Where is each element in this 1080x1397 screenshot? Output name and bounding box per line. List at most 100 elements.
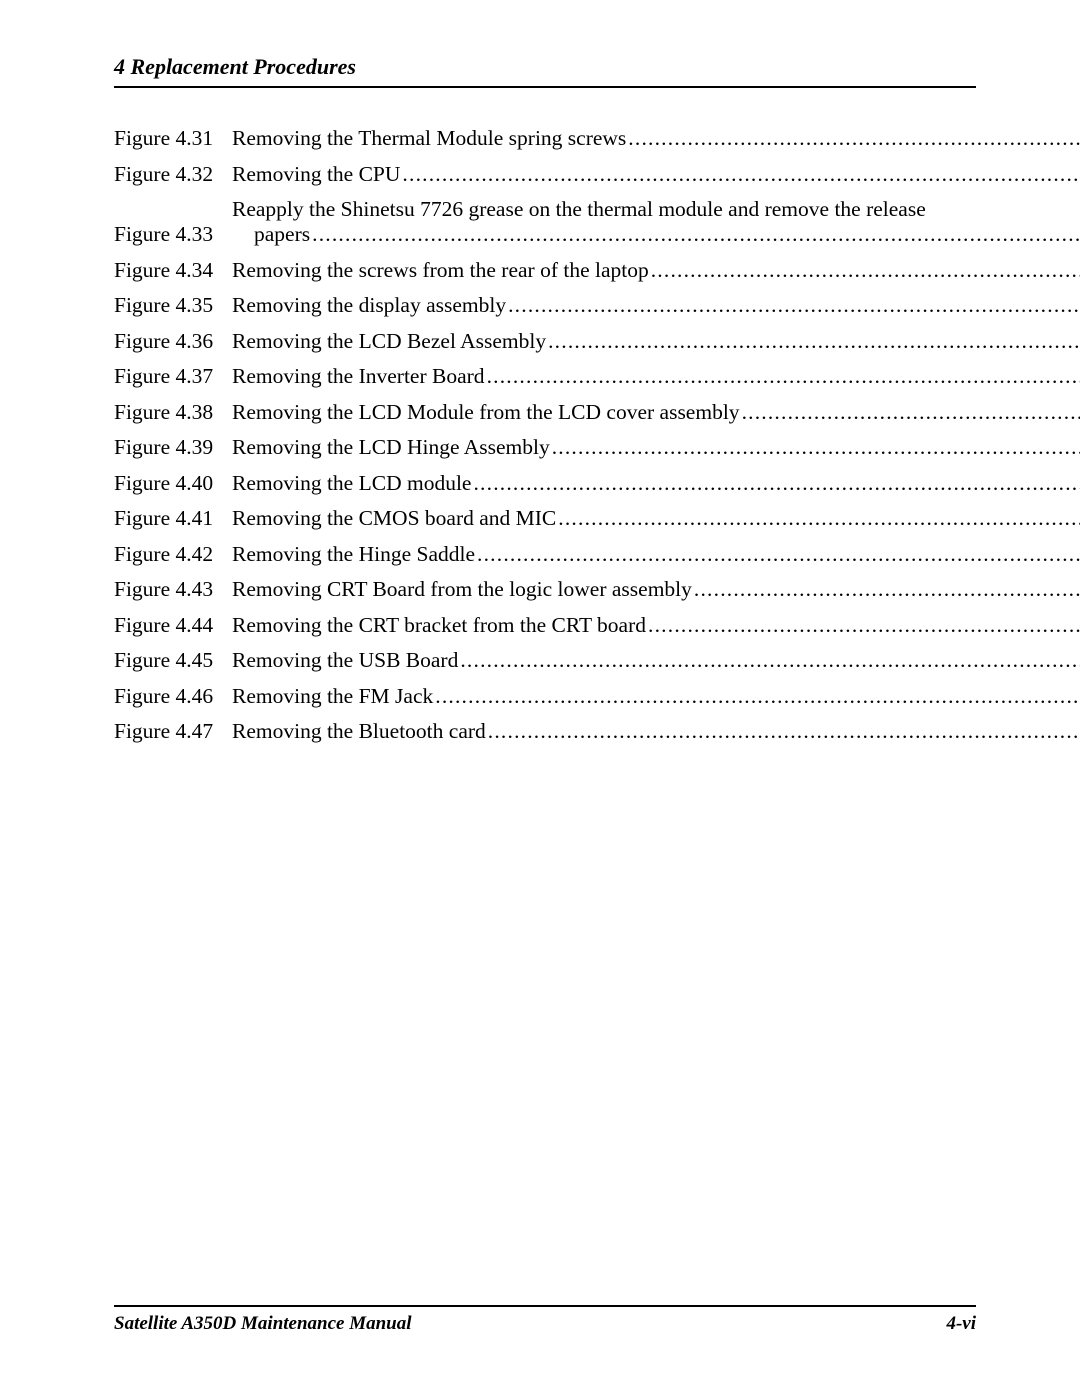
figure-desc-wrap: Removing the LCD Bezel Assembly.........… — [232, 329, 1080, 354]
figure-label: Figure 4.47 — [114, 719, 232, 744]
leader-dots: ........................................… — [506, 293, 1080, 318]
figure-leader-line: Removing the screws from the rear of the… — [232, 258, 1080, 283]
figure-desc-line1: Reapply the Shinetsu 7726 grease on the … — [232, 197, 1080, 222]
figure-entry: Figure 4.46Removing the FM Jack.........… — [114, 684, 976, 709]
figure-desc-wrap: Removing the USB Board..................… — [232, 648, 1080, 673]
figure-entry: Figure 4.40Removing the LCD module......… — [114, 471, 976, 496]
leader-dots: ........................................… — [646, 613, 1080, 638]
leader-dots: ........................................… — [458, 648, 1080, 673]
figure-label: Figure 4.35 — [114, 293, 232, 318]
figure-entry: Figure 4.36Removing the LCD Bezel Assemb… — [114, 329, 976, 354]
figure-entry: Figure 4.41Removing the CMOS board and M… — [114, 506, 976, 531]
figure-leader-line: Removing the LCD Bezel Assembly.........… — [232, 329, 1080, 354]
figure-desc-wrap: Removing the CRT bracket from the CRT bo… — [232, 613, 1080, 638]
page-footer: Satellite A350D Maintenance Manual 4-vi — [114, 1305, 976, 1335]
leader-dots: ........................................… — [649, 258, 1080, 283]
chapter-title: 4 Replacement Procedures — [114, 54, 976, 80]
leader-dots: ........................................… — [310, 222, 1080, 247]
figure-entry: Figure 4.34Removing the screws from the … — [114, 258, 976, 283]
figure-desc: Removing the LCD Module from the LCD cov… — [232, 400, 740, 425]
figure-desc: Removing the LCD Bezel Assembly — [232, 329, 546, 354]
figure-entry: Figure 4.42Removing the Hinge Saddle....… — [114, 542, 976, 567]
figure-leader-line: Removing the LCD Module from the LCD cov… — [232, 400, 1080, 425]
figure-label: Figure 4.33 — [114, 222, 232, 247]
figure-desc-wrap: Removing the Thermal Module spring screw… — [232, 126, 1080, 151]
leader-dots: ........................................… — [433, 684, 1080, 709]
figure-desc-wrap: Removing the CPU........................… — [232, 162, 1080, 187]
leader-dots: ........................................… — [550, 435, 1080, 460]
figure-list: Figure 4.31Removing the Thermal Module s… — [114, 126, 976, 744]
figure-desc-wrap: Removing the Bluetooth card.............… — [232, 719, 1080, 744]
figure-leader-line: Removing the LCD module.................… — [232, 471, 1080, 496]
figure-desc: Removing the LCD Hinge Assembly — [232, 435, 550, 460]
figure-leader-line: Removing the Inverter Board.............… — [232, 364, 1080, 389]
figure-entry: Figure 4.39Removing the LCD Hinge Assemb… — [114, 435, 976, 460]
figure-label: Figure 4.38 — [114, 400, 232, 425]
leader-dots: ........................................… — [486, 719, 1080, 744]
figure-desc-wrap: Removing the LCD module.................… — [232, 471, 1080, 496]
figure-desc: Removing the Hinge Saddle — [232, 542, 475, 567]
figure-leader-line: Removing the display assembly...........… — [232, 293, 1080, 318]
figure-label: Figure 4.37 — [114, 364, 232, 389]
manual-title: Satellite A350D Maintenance Manual — [114, 1313, 412, 1335]
figure-label: Figure 4.46 — [114, 684, 232, 709]
page: 4 Replacement Procedures Figure 4.31Remo… — [0, 0, 1080, 744]
figure-leader-line: Removing the USB Board..................… — [232, 648, 1080, 673]
figure-label: Figure 4.41 — [114, 506, 232, 531]
figure-entry: Figure 4.37Removing the Inverter Board..… — [114, 364, 976, 389]
leader-dots: ........................................… — [485, 364, 1080, 389]
figure-leader-line: Removing the CRT bracket from the CRT bo… — [232, 613, 1080, 638]
figure-desc: Removing the screws from the rear of the… — [232, 258, 649, 283]
figure-desc-wrap: Removing the display assembly...........… — [232, 293, 1080, 318]
figure-label: Figure 4.45 — [114, 648, 232, 673]
leader-dots: ........................................… — [400, 162, 1080, 187]
figure-desc: Removing the USB Board — [232, 648, 458, 673]
figure-entry: Figure 4.33Reapply the Shinetsu 7726 gre… — [114, 197, 976, 247]
header-rule — [114, 86, 976, 88]
figure-desc: Removing the CRT bracket from the CRT bo… — [232, 613, 646, 638]
figure-desc-wrap: Removing the Hinge Saddle...............… — [232, 542, 1080, 567]
figure-leader-line: Removing the FM Jack....................… — [232, 684, 1080, 709]
figure-label: Figure 4.40 — [114, 471, 232, 496]
figure-desc: Removing CRT Board from the logic lower … — [232, 577, 692, 602]
figure-desc: Removing the LCD module — [232, 471, 471, 496]
figure-leader-line: Removing the Bluetooth card.............… — [232, 719, 1080, 744]
figure-leader-line: papers..................................… — [232, 222, 1080, 247]
figure-leader-line: Removing CRT Board from the logic lower … — [232, 577, 1080, 602]
footer-rule — [114, 1305, 976, 1307]
page-number: 4-vi — [946, 1313, 976, 1335]
figure-entry: Figure 4.38Removing the LCD Module from … — [114, 400, 976, 425]
figure-entry: Figure 4.44Removing the CRT bracket from… — [114, 613, 976, 638]
figure-leader-line: Removing the Thermal Module spring screw… — [232, 126, 1080, 151]
figure-desc: Removing the display assembly — [232, 293, 506, 318]
figure-label: Figure 4.36 — [114, 329, 232, 354]
figure-desc: Removing the CPU — [232, 162, 400, 187]
leader-dots: ........................................… — [546, 329, 1080, 354]
figure-desc-wrap: Removing the screws from the rear of the… — [232, 258, 1080, 283]
figure-desc: Removing the Inverter Board — [232, 364, 485, 389]
figure-desc: Removing the Thermal Module spring screw… — [232, 126, 626, 151]
leader-dots: ........................................… — [556, 506, 1080, 531]
figure-desc-wrap: Reapply the Shinetsu 7726 grease on the … — [232, 197, 1080, 247]
figure-entry: Figure 4.43Removing CRT Board from the l… — [114, 577, 976, 602]
figure-leader-line: Removing the CPU........................… — [232, 162, 1080, 187]
figure-desc-line2: papers — [254, 222, 310, 247]
figure-desc-wrap: Removing the Inverter Board.............… — [232, 364, 1080, 389]
figure-label: Figure 4.43 — [114, 577, 232, 602]
leader-dots: ........................................… — [471, 471, 1080, 496]
figure-label: Figure 4.39 — [114, 435, 232, 460]
figure-entry: Figure 4.45Removing the USB Board.......… — [114, 648, 976, 673]
figure-desc: Removing the Bluetooth card — [232, 719, 486, 744]
figure-desc-wrap: Removing CRT Board from the logic lower … — [232, 577, 1080, 602]
figure-label: Figure 4.31 — [114, 126, 232, 151]
figure-desc-wrap: Removing the FM Jack....................… — [232, 684, 1080, 709]
figure-entry: Figure 4.32Removing the CPU.............… — [114, 162, 976, 187]
figure-label: Figure 4.42 — [114, 542, 232, 567]
figure-leader-line: Removing the Hinge Saddle...............… — [232, 542, 1080, 567]
leader-dots: ........................................… — [626, 126, 1080, 151]
figure-leader-line: Removing the CMOS board and MIC.........… — [232, 506, 1080, 531]
figure-label: Figure 4.44 — [114, 613, 232, 638]
figure-label: Figure 4.34 — [114, 258, 232, 283]
leader-dots: ........................................… — [475, 542, 1080, 567]
figure-desc-wrap: Removing the LCD Hinge Assembly.........… — [232, 435, 1080, 460]
